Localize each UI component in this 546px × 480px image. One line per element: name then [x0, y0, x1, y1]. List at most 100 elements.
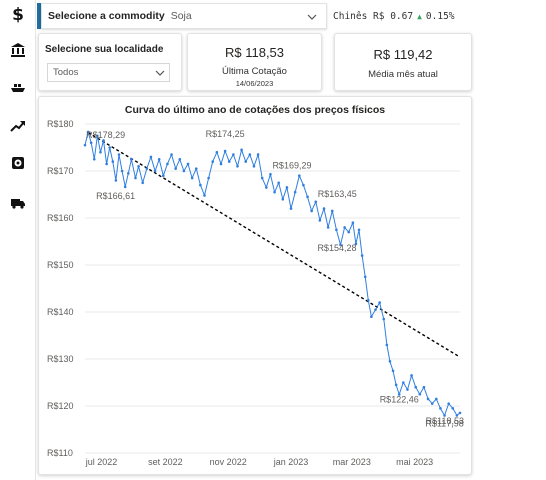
price-point: [281, 197, 285, 201]
price-point: [207, 176, 210, 180]
price-point: [178, 157, 182, 161]
price-point: [186, 162, 190, 166]
price-point: [182, 169, 186, 173]
sidebar-nav: $: [0, 0, 36, 480]
kpi-month-value: R$ 119,42: [373, 47, 433, 62]
data-label: R$169,29: [272, 160, 311, 170]
y-tick-label: R$140: [47, 307, 74, 317]
currency-ticker: Chinês R$ 0.67 ▲ 0.15%: [333, 6, 473, 26]
commodity-value[interactable]: Soja: [170, 10, 192, 22]
price-point: [126, 172, 130, 175]
trend-line: [87, 131, 461, 358]
price-point: [347, 230, 351, 234]
price-point: [120, 169, 124, 173]
y-tick-label: R$120: [47, 401, 74, 411]
price-point: [310, 209, 313, 213]
price-point: [357, 228, 361, 232]
price-point: [363, 275, 367, 279]
price-point: [435, 397, 438, 401]
price-point: [285, 186, 289, 189]
price-point: [351, 221, 355, 224]
x-tick-label: nov 2022: [210, 457, 247, 467]
data-label: R$154,28: [317, 243, 356, 253]
price-point: [394, 383, 398, 387]
price-point: [306, 195, 309, 199]
price-point: [137, 165, 140, 168]
chevron-down-icon[interactable]: [155, 70, 165, 76]
price-point: [153, 169, 157, 173]
price-point: [190, 176, 194, 180]
price-point: [141, 181, 144, 185]
price-point: [354, 242, 358, 246]
price-point: [157, 157, 161, 161]
x-tick-label: mar 2023: [333, 457, 371, 467]
price-line: [84, 130, 461, 417]
data-label: R$117,98: [425, 418, 463, 428]
price-point: [223, 149, 227, 153]
data-label: R$118,53: [426, 416, 464, 426]
price-point: [273, 190, 276, 194]
price-point: [232, 153, 235, 156]
kpi-month-label: Média mês atual: [368, 69, 438, 80]
price-point: [277, 181, 280, 185]
price-point: [211, 160, 215, 163]
dollar-icon[interactable]: $: [8, 5, 28, 25]
price-point: [406, 388, 409, 391]
price-point: [422, 385, 426, 389]
price-point: [370, 315, 373, 318]
price-point: [149, 155, 153, 159]
price-point: [439, 407, 442, 410]
ticker-up-arrow: ▲: [417, 11, 422, 21]
trend-up-icon[interactable]: [8, 116, 28, 136]
price-point: [89, 141, 93, 145]
data-label: R$178,29: [86, 130, 125, 140]
price-point: [414, 385, 418, 389]
price-chart: R$110 R$120 R$130 R$140 R$150 R$160 R$170 R$180…: [47, 119, 464, 467]
chevron-down-icon[interactable]: [307, 14, 317, 20]
price-point: [114, 179, 118, 182]
price-point: [297, 174, 301, 177]
data-label: R$163,45: [318, 189, 357, 199]
price-point: [426, 397, 430, 401]
data-label: R$122,46: [380, 394, 419, 404]
price-point: [174, 167, 177, 170]
price-point: [326, 226, 330, 229]
location-select[interactable]: Todos: [47, 63, 170, 82]
price-point: [397, 393, 401, 396]
price-point: [96, 134, 99, 138]
price-point: [92, 157, 96, 161]
price-point: [430, 402, 434, 405]
price-point: [123, 185, 127, 189]
price-point: [105, 162, 108, 166]
price-point: [388, 360, 392, 363]
price-point: [170, 153, 173, 156]
price-point: [447, 402, 450, 405]
price-point: [385, 343, 389, 347]
bank-icon[interactable]: [8, 40, 28, 60]
x-tick-label: jul 2022: [85, 457, 118, 467]
price-point: [451, 407, 455, 410]
price-point: [108, 146, 112, 149]
x-tick-label: jan 2023: [273, 457, 309, 467]
ship-icon[interactable]: [8, 78, 28, 98]
y-tick-label: R$150: [47, 260, 74, 270]
kpi-last-label: Última Cotação: [222, 66, 287, 77]
gauge-icon[interactable]: [8, 153, 28, 173]
price-chart-card: Curva do último ano de cotações dos preç…: [38, 96, 472, 475]
price-point: [111, 160, 115, 163]
y-tick-label: R$110: [47, 448, 73, 458]
kpi-last-value: R$ 118,53: [224, 45, 285, 60]
price-point: [102, 139, 105, 142]
price-point: [302, 183, 305, 187]
price-point: [117, 153, 121, 156]
location-label: Selecione sua localidade: [45, 44, 164, 55]
price-point: [289, 207, 293, 210]
x-tick-label: mai 2023: [396, 457, 433, 467]
price-point: [318, 219, 322, 222]
price-point: [240, 148, 243, 152]
truck-icon[interactable]: [8, 193, 28, 213]
commodity-selector[interactable]: Selecione a commodity Soja: [41, 3, 327, 29]
price-point: [83, 143, 87, 147]
price-point: [166, 162, 169, 166]
price-point: [410, 374, 413, 377]
